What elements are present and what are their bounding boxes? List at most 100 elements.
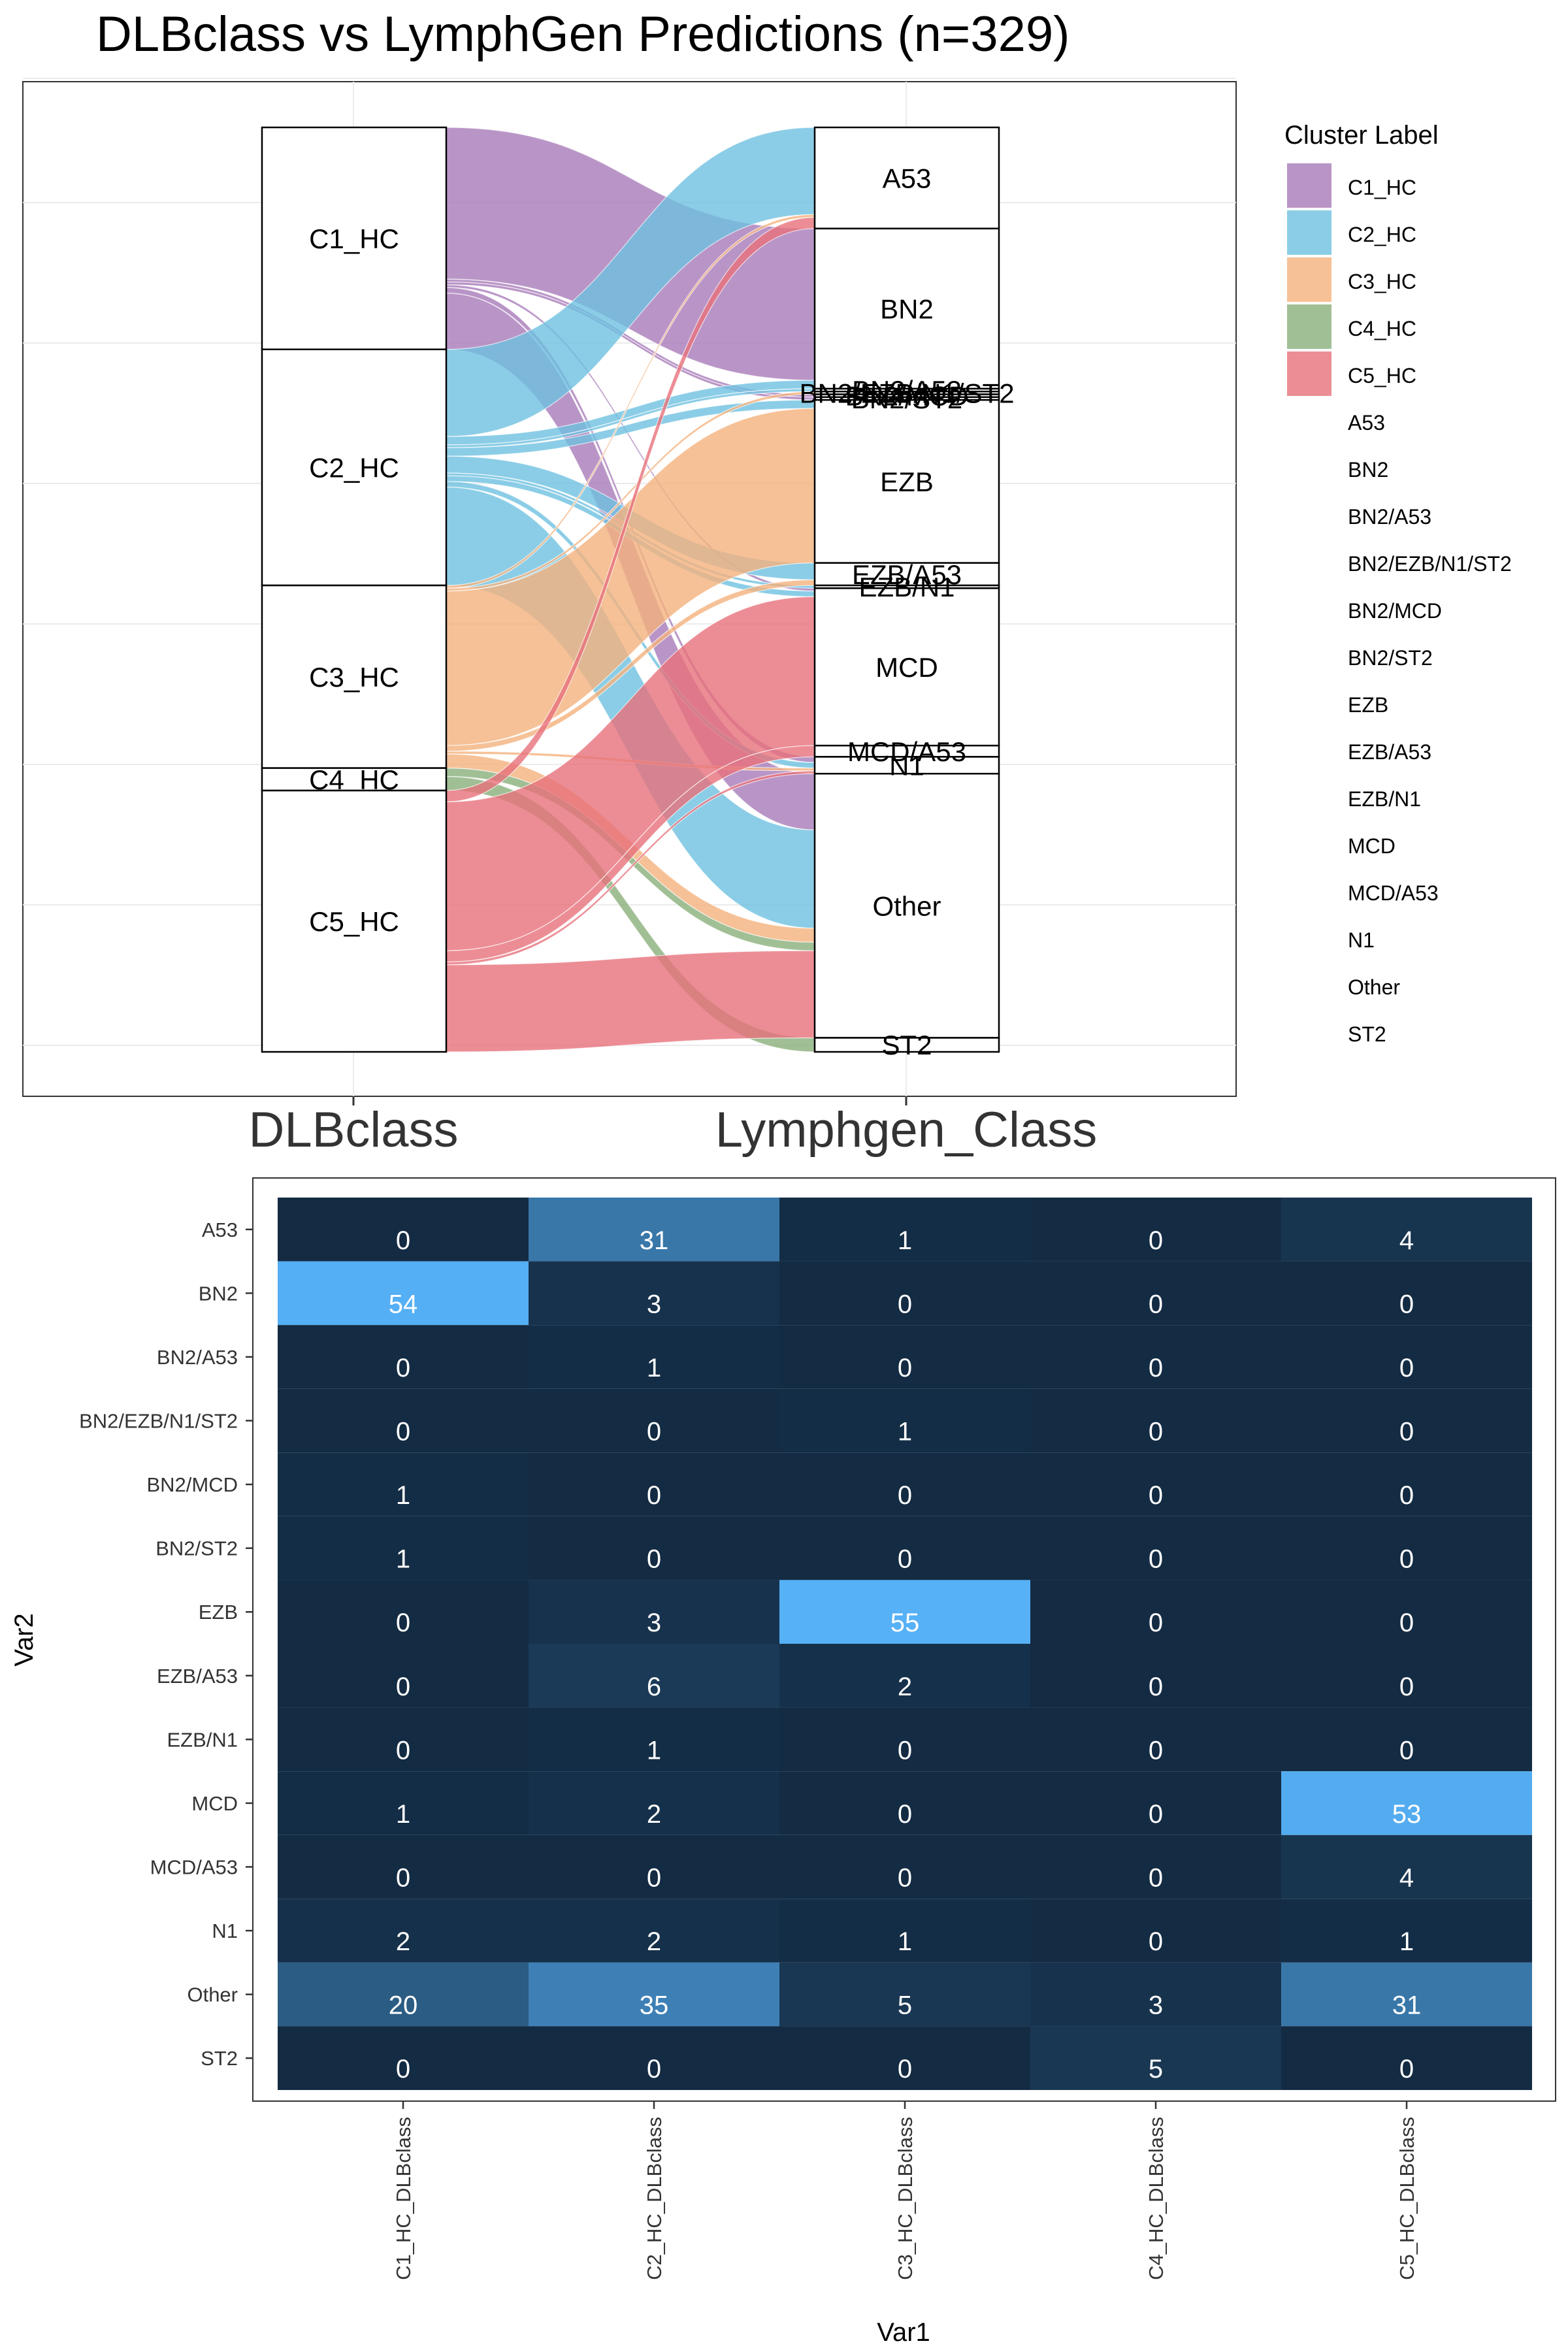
heatmap-cell-mcd-a53-c5-hc-dlbclass	[1281, 1835, 1532, 1899]
heatmap-cell-ezb-n1-c1-hc-dlbclass	[278, 1707, 529, 1772]
node-label-right-bn2-st2: BN2/ST2	[851, 384, 962, 414]
heatmap-cell-bn2-ezb-n1-st2-c4-hc-dlbclass	[1030, 1388, 1281, 1453]
legend-label-bn2: BN2	[1348, 458, 1388, 482]
y-tick-label-mcd: MCD	[191, 1792, 238, 1815]
y-tick-label-st2: ST2	[201, 2047, 238, 2070]
heatmap-cell-mcd-c2-hc-dlbclass	[529, 1771, 779, 1835]
heatmap-cell-a53-c3-hc-dlbclass	[779, 1198, 1030, 1262]
heatmap-cell-bn2-c3-hc-dlbclass	[779, 1261, 1030, 1326]
legend-label-c1-hc: C1_HC	[1348, 176, 1416, 199]
heatmap-value-label: 0	[396, 1864, 410, 1893]
heatmap-value-label: 0	[1149, 1609, 1163, 1637]
x-tick-label-c2-hc-dlbclass: C2_HC_DLBclass	[643, 2117, 666, 2280]
heatmap-cell-ezb-c5-hc-dlbclass	[1281, 1580, 1532, 1644]
heatmap-cell-bn2-st2-c1-hc-dlbclass	[278, 1516, 529, 1580]
node-right-other	[813, 772, 1000, 1039]
heatmap-value-label: 2	[647, 1927, 661, 1956]
heatmap-cell-other-c5-hc-dlbclass	[1281, 1962, 1532, 2027]
heatmap-value-label: 53	[1392, 1800, 1422, 1829]
heatmap-cell-a53-c2-hc-dlbclass	[529, 1198, 779, 1262]
node-right-ezb	[813, 399, 1000, 564]
heatmap-value-label: 1	[396, 1545, 410, 1574]
heatmap-x-axis: C1_HC_DLBclass C2_HC_DLBclass C3_HC_DLBcla…	[392, 2101, 1418, 2280]
heatmap-cell-bn2-mcd-c5-hc-dlbclass	[1281, 1452, 1532, 1516]
legend-label-bn2-mcd: BN2/MCD	[1348, 599, 1442, 623]
heatmap-value-label: 0	[1149, 1927, 1163, 1956]
x-axis-label-dlbclass: DLBclass	[249, 1102, 459, 1158]
heatmap-value-label: 4	[1399, 1226, 1414, 1255]
heatmap-value-label: 0	[1149, 1800, 1163, 1829]
heatmap-value-label: 0	[1149, 1354, 1163, 1382]
node-label-right-other: Other	[872, 890, 941, 921]
heatmap-value-label: 0	[898, 1481, 912, 1510]
node-label-right-bn2-ezb-n1-st2: BN2/EZB/N1/ST2	[799, 378, 1014, 408]
heatmap-value-label: 0	[647, 1481, 661, 1510]
y-tick-label-mcd-a53: MCD/A53	[150, 1856, 238, 1879]
heatmap-cell-other-c1-hc-dlbclass	[278, 1962, 529, 2027]
heatmap-value-label: 1	[396, 1800, 410, 1829]
heatmap-cell-ezb-n1-c4-hc-dlbclass	[1030, 1707, 1281, 1772]
heatmap-cell-bn2-ezb-n1-st2-c5-hc-dlbclass	[1281, 1388, 1532, 1453]
sankey-title: DLBclass vs LymphGen Predictions (n=329)	[96, 7, 1070, 62]
y-tick-label-other: Other	[187, 1984, 238, 2006]
heatmap-value-label: 1	[647, 1736, 661, 1765]
node-label-right-st2: ST2	[881, 1030, 932, 1060]
heatmap-y-axis: A53 BN2 BN2/A53 BN2/EZB/N1/ST2 BN2/MCD BN2/ST…	[79, 1218, 253, 2070]
x-tick-label-c3-hc-dlbclass: C3_HC_DLBclass	[894, 2117, 917, 2280]
heatmap-value-label: 0	[1149, 1418, 1163, 1446]
heatmap-value-label: 1	[898, 1226, 912, 1255]
heatmap-value-label: 0	[898, 1736, 912, 1765]
heatmap-cell-bn2-st2-c5-hc-dlbclass	[1281, 1516, 1532, 1580]
heatmap-value-label: 5	[1149, 2055, 1163, 2083]
y-tick-label-bn2-st2: BN2/ST2	[155, 1537, 238, 1560]
heatmap-cell-other-c3-hc-dlbclass	[779, 1962, 1030, 2027]
sankey-nodes: C1_HCC2_HCC3_HCC4_HCC5_HCA53BN2BN2/A53BN…	[261, 126, 1015, 1060]
heatmap-value-label: 0	[1399, 1736, 1414, 1765]
node-label-left-c2-hc: C2_HC	[309, 452, 399, 483]
heatmap-cell-other-c4-hc-dlbclass	[1030, 1962, 1281, 2027]
y-tick-label-n1: N1	[212, 1919, 238, 1942]
heatmap-cell-bn2-mcd-c3-hc-dlbclass	[779, 1452, 1030, 1516]
y-tick-label-a53: A53	[202, 1218, 238, 1241]
heatmap-value-label: 0	[1149, 1673, 1163, 1701]
heatmap-cell-bn2-mcd-c2-hc-dlbclass	[529, 1452, 779, 1516]
heatmap-cell-bn2-a53-c3-hc-dlbclass	[779, 1325, 1030, 1389]
x-tick-label-c4-hc-dlbclass: C4_HC_DLBclass	[1145, 2117, 1168, 2280]
heatmap-value-label: 0	[396, 2055, 410, 2083]
legend-label-mcd: MCD	[1348, 834, 1396, 858]
heatmap-value-labels: 0 31 1 0 454 3 0 0 00 1 0 0 00 0 1 0 01 0 0 0 01 0 0 0 00 3 55 0 00 6…	[389, 1226, 1422, 2083]
y-tick-label-bn2: BN2	[199, 1282, 238, 1305]
node-label-right-n1: N1	[889, 750, 924, 781]
heatmap-cell-ezb-a53-c2-hc-dlbclass	[529, 1644, 779, 1708]
heatmap-value-label: 0	[396, 1354, 410, 1382]
heatmap-value-label: 0	[647, 1418, 661, 1446]
legend-label-other: Other	[1348, 975, 1400, 999]
node-right-n1	[813, 756, 1000, 775]
sankey-flows	[446, 127, 815, 1053]
heatmap-cell-ezb-a53-c4-hc-dlbclass	[1030, 1644, 1281, 1708]
sankey-panel: DLBclass vs LymphGen Predictions (n=329)…	[22, 7, 1512, 1158]
heatmap-value-label: 35	[640, 1991, 669, 2020]
heatmap-value-label: 0	[1399, 1545, 1414, 1574]
heatmap-value-label: 0	[1399, 1354, 1414, 1382]
legend-key-c1-hc	[1287, 163, 1331, 208]
heatmap-value-label: 0	[898, 1864, 912, 1893]
heatmap-value-label: 0	[647, 1864, 661, 1893]
node-left-c2-hc	[261, 348, 448, 587]
legend-items: C1_HC C2_HC C3_HC C4_HC C5_HC A53 BN2 BN2/A53 BN…	[1287, 163, 1512, 1046]
heatmap-cell-ezb-n1-c3-hc-dlbclass	[779, 1707, 1030, 1772]
node-label-left-c3-hc: C3_HC	[309, 662, 399, 693]
legend-label-bn2-ezb-n1-st2: BN2/EZB/N1/ST2	[1348, 552, 1512, 576]
heatmap-cell-ezb-a53-c5-hc-dlbclass	[1281, 1644, 1532, 1708]
heatmap-cell-bn2-mcd-c1-hc-dlbclass	[278, 1452, 529, 1516]
y-tick-label-bn2-mcd: BN2/MCD	[146, 1473, 238, 1496]
heatmap-cell-mcd-a53-c1-hc-dlbclass	[278, 1835, 529, 1899]
heatmap-value-label: 3	[1149, 1991, 1163, 2020]
legend: Cluster Label C1_HC C2_HC C3_HC C4_HC C5_HC A…	[1284, 121, 1512, 1046]
y-tick-label-bn2-ezb-n1-st2: BN2/EZB/N1/ST2	[79, 1410, 238, 1433]
node-label-right-ezb-a53: EZB/A53	[852, 559, 962, 590]
heatmap-cell-st2-c3-hc-dlbclass	[779, 2026, 1030, 2090]
heatmap-cell-st2-c2-hc-dlbclass	[529, 2026, 779, 2090]
heatmap-cell-ezb-n1-c2-hc-dlbclass	[529, 1707, 779, 1772]
